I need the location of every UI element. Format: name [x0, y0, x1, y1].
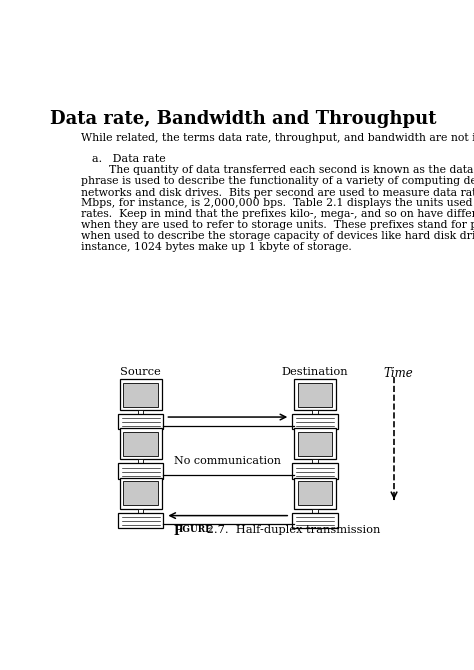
Bar: [298, 383, 332, 407]
Text: 2.7.  Half-duplex transmission: 2.7. Half-duplex transmission: [202, 525, 380, 535]
Text: IGURE: IGURE: [179, 525, 213, 535]
Text: The quantity of data transferred each second is known as the data rate.  This: The quantity of data transferred each se…: [81, 165, 474, 175]
Bar: [118, 513, 163, 528]
Bar: [118, 414, 163, 429]
Bar: [120, 379, 162, 410]
Bar: [298, 432, 332, 456]
Bar: [138, 459, 143, 463]
Text: phrase is used to describe the functionality of a variety of computing devices, : phrase is used to describe the functiona…: [81, 176, 474, 186]
Bar: [123, 432, 158, 456]
Bar: [294, 379, 336, 410]
Bar: [118, 463, 163, 478]
Bar: [120, 428, 162, 459]
Bar: [312, 509, 318, 513]
Text: While related, the terms data rate, throughput, and bandwidth are not interchang: While related, the terms data rate, thro…: [81, 133, 474, 143]
Text: Time: Time: [383, 367, 413, 380]
Text: F: F: [174, 525, 182, 539]
Text: rates.  Keep in mind that the prefixes kilo-, mega-, and so on have different me: rates. Keep in mind that the prefixes ki…: [81, 209, 474, 219]
Bar: [298, 481, 332, 505]
Text: Destination: Destination: [282, 367, 348, 377]
Text: when they are used to refer to storage units.  These prefixes stand for powers o: when they are used to refer to storage u…: [81, 220, 474, 230]
Text: Data rate, Bandwidth and Throughput: Data rate, Bandwidth and Throughput: [50, 110, 436, 128]
Bar: [312, 459, 318, 463]
Bar: [138, 509, 143, 513]
Text: Source: Source: [120, 367, 161, 377]
Bar: [292, 463, 337, 478]
Bar: [292, 513, 337, 528]
Text: instance, 1024 bytes make up 1 kbyte of storage.: instance, 1024 bytes make up 1 kbyte of …: [81, 242, 352, 252]
Text: a.   Data rate: a. Data rate: [92, 153, 165, 163]
Text: when used to describe the storage capacity of devices like hard disk drives.  Fo: when used to describe the storage capaci…: [81, 230, 474, 241]
Bar: [138, 410, 143, 414]
Bar: [292, 414, 337, 429]
Text: networks and disk drives.  Bits per second are used to measure data rates (bps).: networks and disk drives. Bits per secon…: [81, 187, 474, 198]
Text: Mbps, for instance, is 2,000,000 bps.  Table 2.1 displays the units used to expr: Mbps, for instance, is 2,000,000 bps. Ta…: [81, 198, 474, 208]
Bar: [120, 478, 162, 509]
Text: No communication: No communication: [174, 456, 281, 466]
Bar: [123, 481, 158, 505]
Bar: [123, 383, 158, 407]
Bar: [294, 428, 336, 459]
Bar: [294, 478, 336, 509]
Bar: [312, 410, 318, 414]
